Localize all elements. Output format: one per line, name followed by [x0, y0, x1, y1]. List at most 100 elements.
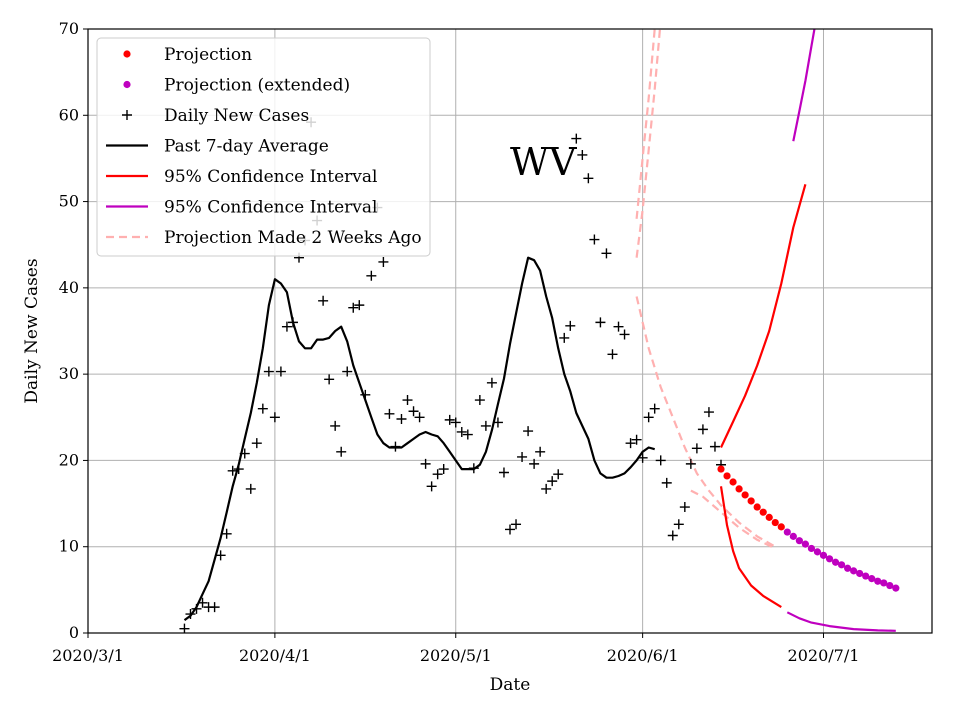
y-tick-label: 10: [59, 537, 79, 556]
daily-case-marker: [342, 366, 353, 377]
daily-case-marker: [420, 458, 431, 469]
daily-case-marker: [619, 329, 630, 340]
x-tick-label: 2020/6/1: [607, 646, 679, 665]
projection-point: [735, 485, 743, 493]
daily-case-marker: [541, 483, 552, 494]
past-projection-upper-line: [635, 29, 656, 219]
daily-case-marker: [275, 366, 286, 377]
legend-label-ci_ext: 95% Confidence Interval: [164, 198, 377, 218]
x-tick-label: 2020/3/1: [52, 646, 124, 665]
daily-case-marker: [209, 602, 220, 613]
y-tick-label: 50: [59, 192, 79, 211]
daily-case-marker: [685, 458, 696, 469]
projection-extended-point: [862, 572, 870, 580]
projection-point: [741, 491, 749, 499]
projection-extended-point: [880, 579, 888, 587]
daily-case-marker: [354, 300, 365, 311]
daily-case-marker: [227, 465, 238, 476]
x-tick-label: 2020/5/1: [420, 646, 492, 665]
legend-label-projection: Projection: [164, 45, 252, 65]
daily-case-marker: [498, 467, 509, 478]
daily-case-marker: [709, 441, 720, 452]
projection-extended-point: [819, 551, 828, 559]
daily-case-marker: [577, 149, 588, 160]
daily-case-marker: [517, 451, 528, 462]
daily-case-marker: [318, 295, 329, 306]
daily-case-marker: [643, 412, 654, 423]
projection-extended-point: [886, 581, 894, 590]
daily-case-marker: [456, 426, 467, 437]
y-tick-label: 70: [59, 19, 79, 38]
daily-case-marker: [649, 403, 660, 414]
daily-case-marker: [661, 477, 672, 488]
daily-case-marker: [529, 458, 540, 469]
daily-case-marker: [384, 408, 395, 419]
legend-label-past: Projection Made 2 Weeks Ago: [164, 228, 422, 248]
daily-case-marker: [559, 332, 570, 343]
daily-case-marker: [655, 455, 666, 466]
daily-case-marker: [474, 395, 485, 406]
daily-case-marker: [691, 443, 702, 454]
daily-case-marker: [324, 374, 335, 385]
legend-marker: [123, 50, 131, 58]
projection-point: [753, 503, 761, 511]
x-tick-label: 2020/7/1: [788, 646, 860, 665]
daily-case-marker: [607, 349, 618, 360]
daily-case-marker: [523, 426, 534, 437]
daily-case-marker: [185, 609, 196, 620]
daily-case-marker: [330, 420, 341, 431]
projection-extended-point: [874, 577, 882, 585]
legend-label-projection_ext: Projection (extended): [164, 76, 350, 96]
projection-point: [777, 523, 785, 531]
daily-case-marker: [269, 412, 280, 423]
daily-case-marker: [492, 417, 503, 428]
daily-case-marker: [637, 452, 648, 463]
daily-case-marker: [251, 438, 262, 449]
daily-case-marker: [595, 317, 606, 328]
daily-case-marker: [263, 366, 274, 377]
y-tick-label: 60: [59, 105, 79, 124]
projection-extended-point: [844, 564, 852, 572]
daily-case-marker: [486, 377, 497, 388]
daily-case-marker: [191, 603, 202, 614]
projection-point: [717, 465, 725, 473]
daily-case-marker: [547, 476, 558, 487]
state-annotation: WV: [510, 140, 577, 184]
daily-case-marker: [631, 434, 642, 445]
x-tick-label: 2020/4/1: [239, 646, 311, 665]
projection-extended-point: [868, 575, 876, 583]
daily-case-marker: [402, 395, 413, 406]
y-tick-label: 40: [59, 278, 79, 297]
projection-point: [765, 513, 773, 521]
projection-extended-point: [795, 537, 803, 545]
daily-case-marker: [505, 524, 515, 535]
daily-case-marker: [589, 234, 600, 245]
daily-case-marker: [697, 424, 708, 435]
daily-case-marker: [396, 414, 407, 425]
legend-label-daily: Daily New Cases: [164, 106, 309, 126]
projection-point: [747, 497, 755, 505]
ticks: 0 10 20 30 40 50 60 70 2020/3/1 2020/4/1 2020/5/1 2…: [52, 19, 859, 665]
daily-case-marker: [366, 270, 377, 281]
daily-case-marker: [673, 519, 684, 530]
daily-case-marker: [348, 302, 359, 313]
seven-day-average-line: [183, 256, 655, 621]
legend: Projection Projection (extended) Daily New…: [96, 37, 431, 257]
x-axis-title: Date: [490, 675, 531, 695]
daily-case-marker: [462, 429, 473, 440]
daily-case-marker: [179, 623, 190, 633]
daily-case-marker: [438, 464, 449, 475]
projection-extended-point: [825, 555, 834, 563]
projection-extended-point: [856, 569, 864, 578]
daily-case-marker: [703, 407, 714, 418]
y-tick-label: 0: [69, 623, 79, 642]
daily-case-marker: [197, 597, 208, 608]
projection-extended-point: [807, 544, 816, 553]
daily-case-marker: [535, 446, 546, 457]
daily-case-marker: [390, 441, 401, 452]
projection-extended-point: [813, 548, 822, 556]
projection-point: [729, 478, 737, 486]
daily-case-marker: [480, 420, 491, 431]
daily-case-marker: [287, 317, 298, 328]
